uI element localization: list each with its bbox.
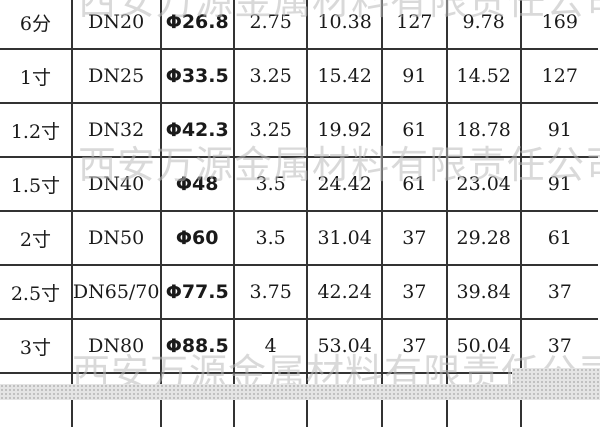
cell-nominal-diameter: DN20 <box>70 0 162 50</box>
cell-nominal-diameter: DN40 <box>70 156 162 212</box>
image-background-corner <box>512 368 600 388</box>
cell-weight-b: 23.04 <box>445 156 522 212</box>
cell-empty <box>70 372 162 427</box>
cell-wall-thickness: 3.5 <box>232 156 309 212</box>
cell-wall-thickness: 3.25 <box>232 102 309 158</box>
table-row: 3寸 DN80 Φ88.5 4 53.04 37 50.04 37 <box>0 318 598 374</box>
cell-weight-b: 50.04 <box>445 318 522 374</box>
cell-count-a: 127 <box>380 0 448 50</box>
cell-nominal-diameter: DN50 <box>70 210 162 266</box>
cell-count-a: 37 <box>380 210 448 266</box>
cell-weight-b: 9.78 <box>445 0 522 50</box>
cell-weight: 10.38 <box>306 0 383 50</box>
cell-count-a: 37 <box>380 318 448 374</box>
cell-outer-diameter: Φ42.3 <box>159 102 235 158</box>
cell-size-inch: 1寸 <box>0 48 73 104</box>
cell-weight: 19.92 <box>306 102 383 158</box>
cell-weight: 15.42 <box>306 48 383 104</box>
cell-size-inch: 1.5寸 <box>0 156 73 212</box>
cell-nominal-diameter: DN25 <box>70 48 162 104</box>
cell-outer-diameter: Φ48 <box>159 156 235 212</box>
cell-count-a: 37 <box>380 264 448 320</box>
cell-empty <box>159 372 235 427</box>
cell-count-b: 91 <box>519 156 598 212</box>
cell-outer-diameter: Φ77.5 <box>159 264 235 320</box>
cell-count-b: 91 <box>519 102 598 158</box>
cell-count-b: 37 <box>519 264 598 320</box>
table-row: 1寸 DN25 Φ33.5 3.25 15.42 91 14.52 127 <box>0 48 598 104</box>
cell-wall-thickness: 4 <box>232 318 309 374</box>
cell-wall-thickness: 3.25 <box>232 48 309 104</box>
cell-size-inch: 2寸 <box>0 210 73 266</box>
cell-weight: 24.42 <box>306 156 383 212</box>
table-row: 2.5寸 DN65/70 Φ77.5 3.75 42.24 37 39.84 37 <box>0 264 598 320</box>
cell-outer-diameter: Φ60 <box>159 210 235 266</box>
cell-weight: 42.24 <box>306 264 383 320</box>
cell-count-b: 37 <box>519 318 598 374</box>
cell-count-b: 127 <box>519 48 598 104</box>
cell-size-inch: 1.2寸 <box>0 102 73 158</box>
cell-wall-thickness: 3.75 <box>232 264 309 320</box>
cell-empty <box>306 372 383 427</box>
table-row-partial <box>0 372 598 427</box>
cell-size-inch: 6分 <box>0 0 73 50</box>
cell-wall-thickness: 2.75 <box>232 0 309 50</box>
cell-outer-diameter: Φ88.5 <box>159 318 235 374</box>
cell-count-b: 169 <box>519 0 598 50</box>
cell-empty <box>232 372 309 427</box>
cell-weight: 31.04 <box>306 210 383 266</box>
table-row: 1.2寸 DN32 Φ42.3 3.25 19.92 61 18.78 91 <box>0 102 598 158</box>
cell-weight-b: 29.28 <box>445 210 522 266</box>
table-row: 6分 DN20 Φ26.8 2.75 10.38 127 9.78 169 <box>0 0 598 50</box>
cell-size-inch: 3寸 <box>0 318 73 374</box>
cell-nominal-diameter: DN65/70 <box>70 264 162 320</box>
cell-weight: 53.04 <box>306 318 383 374</box>
cell-outer-diameter: Φ26.8 <box>159 0 235 50</box>
cell-nominal-diameter: DN80 <box>70 318 162 374</box>
cell-outer-diameter: Φ33.5 <box>159 48 235 104</box>
cell-nominal-diameter: DN32 <box>70 102 162 158</box>
cell-weight-b: 14.52 <box>445 48 522 104</box>
cell-empty <box>0 372 73 427</box>
cell-empty <box>380 372 448 427</box>
cell-weight-b: 18.78 <box>445 102 522 158</box>
cell-wall-thickness: 3.5 <box>232 210 309 266</box>
table-row: 1.5寸 DN40 Φ48 3.5 24.42 61 23.04 91 <box>0 156 598 212</box>
cell-count-a: 61 <box>380 102 448 158</box>
table-row: 2寸 DN50 Φ60 3.5 31.04 37 29.28 61 <box>0 210 598 266</box>
cell-size-inch: 2.5寸 <box>0 264 73 320</box>
image-background-bottom <box>0 384 600 400</box>
cell-count-a: 61 <box>380 156 448 212</box>
cell-weight-b: 39.84 <box>445 264 522 320</box>
cell-empty <box>445 372 522 427</box>
cell-count-b: 61 <box>519 210 598 266</box>
cell-count-a: 91 <box>380 48 448 104</box>
